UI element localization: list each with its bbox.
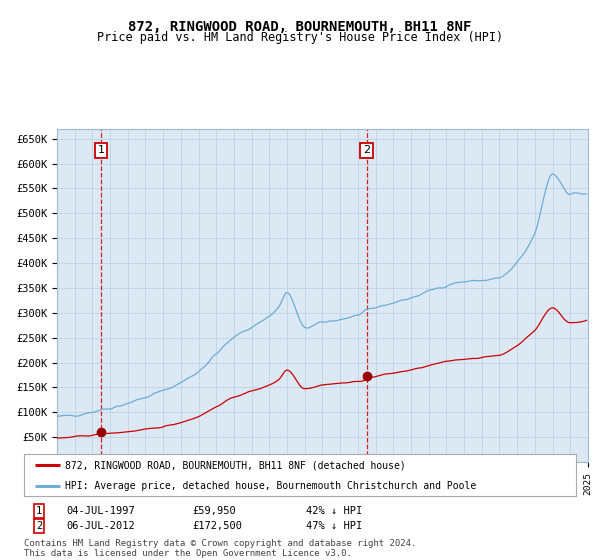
Text: HPI: Average price, detached house, Bournemouth Christchurch and Poole: HPI: Average price, detached house, Bour… [65, 482, 476, 491]
Text: 872, RINGWOOD ROAD, BOURNEMOUTH, BH11 8NF: 872, RINGWOOD ROAD, BOURNEMOUTH, BH11 8N… [128, 20, 472, 34]
Text: £172,500: £172,500 [192, 521, 242, 531]
Text: 2: 2 [36, 521, 42, 531]
Text: 1: 1 [36, 506, 42, 516]
Text: 42% ↓ HPI: 42% ↓ HPI [306, 506, 362, 516]
Text: 2: 2 [363, 146, 370, 156]
Text: £59,950: £59,950 [192, 506, 236, 516]
Text: 04-JUL-1997: 04-JUL-1997 [66, 506, 135, 516]
Text: Price paid vs. HM Land Registry's House Price Index (HPI): Price paid vs. HM Land Registry's House … [97, 31, 503, 44]
Text: Contains HM Land Registry data © Crown copyright and database right 2024.
This d: Contains HM Land Registry data © Crown c… [24, 539, 416, 558]
Text: 872, RINGWOOD ROAD, BOURNEMOUTH, BH11 8NF (detached house): 872, RINGWOOD ROAD, BOURNEMOUTH, BH11 8N… [65, 460, 406, 470]
Text: 06-JUL-2012: 06-JUL-2012 [66, 521, 135, 531]
Text: 47% ↓ HPI: 47% ↓ HPI [306, 521, 362, 531]
Text: 1: 1 [98, 146, 104, 156]
